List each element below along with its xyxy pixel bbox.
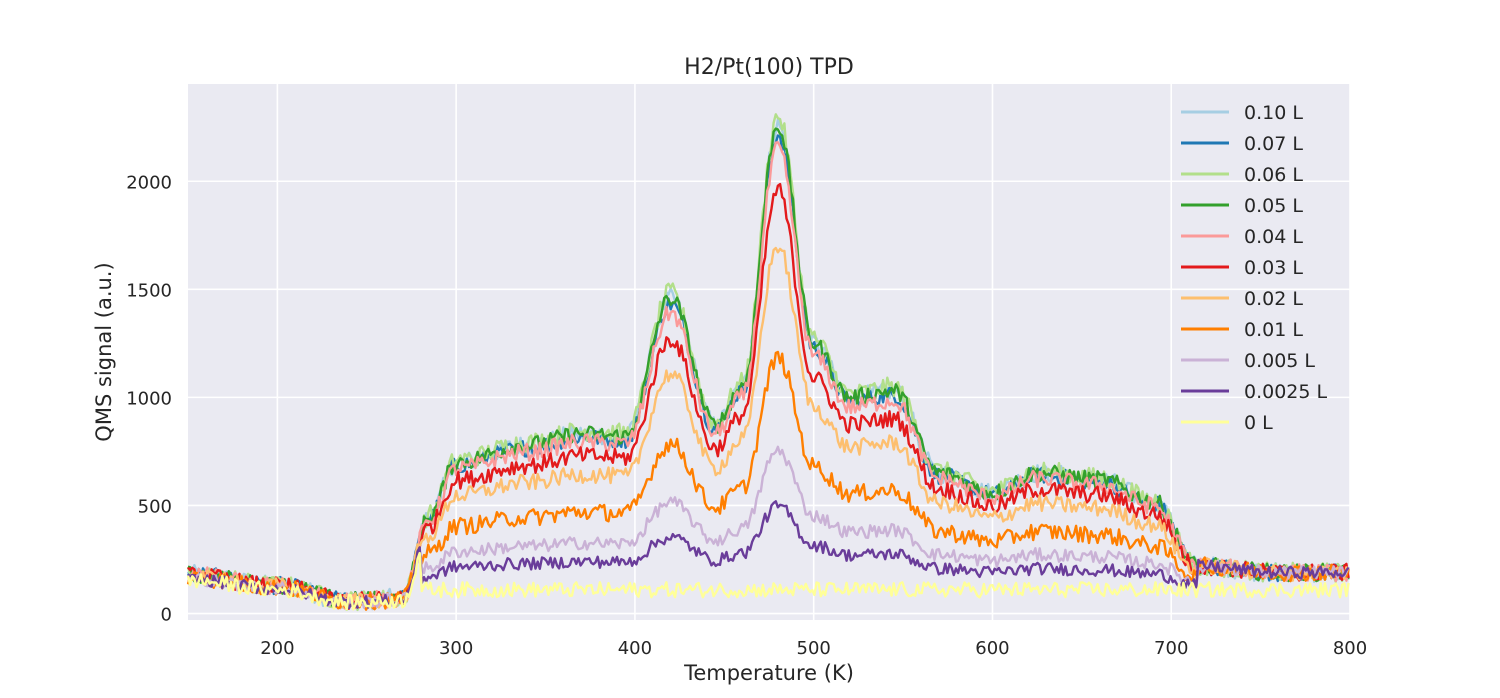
x-tick-label: 400 — [618, 638, 652, 659]
legend-label: 0.07 L — [1244, 133, 1303, 155]
y-tick-label: 2000 — [126, 172, 172, 193]
legend-label: 0.03 L — [1244, 257, 1303, 279]
x-tick-label: 300 — [439, 638, 473, 659]
legend-label: 0.10 L — [1244, 102, 1303, 124]
legend-label: 0.04 L — [1244, 226, 1303, 248]
chart-title: H2/Pt(100) TPD — [684, 55, 854, 80]
legend-label: 0.0025 L — [1244, 381, 1328, 403]
y-tick-label: 500 — [138, 496, 172, 517]
series-line — [186, 551, 1350, 611]
legend-label: 0.05 L — [1244, 195, 1303, 217]
y-tick-label: 1500 — [126, 280, 172, 301]
y-tick-label: 0 — [161, 605, 172, 626]
y-axis-title: QMS signal (a.u.) — [92, 262, 116, 441]
legend-label: 0.01 L — [1244, 319, 1303, 341]
x-tick-label: 500 — [797, 638, 831, 659]
legend-label: 0.06 L — [1244, 164, 1303, 186]
legend-label: 0.005 L — [1244, 350, 1315, 372]
grid-lines — [188, 84, 1351, 620]
x-axis-title: Temperature (K) — [683, 661, 854, 685]
x-tick-label: 800 — [1333, 638, 1367, 659]
x-tick-label: 200 — [260, 638, 294, 659]
y-tick-label: 1000 — [126, 388, 172, 409]
y-tick-labels: 0 500 1000 1500 2000 — [126, 172, 172, 625]
legend-label: 0 L — [1244, 412, 1273, 434]
x-tick-label: 600 — [975, 638, 1009, 659]
series-group — [186, 113, 1350, 612]
series-line — [187, 500, 1350, 610]
x-tick-label: 700 — [1154, 638, 1188, 659]
legend-label: 0.02 L — [1244, 288, 1303, 310]
x-tick-labels: 200 300 400 500 600 700 800 — [260, 638, 1367, 659]
legend: 0.10 L 0.07 L 0.06 L 0.05 L 0.04 L 0.03 L 0.02… — [1181, 102, 1328, 434]
